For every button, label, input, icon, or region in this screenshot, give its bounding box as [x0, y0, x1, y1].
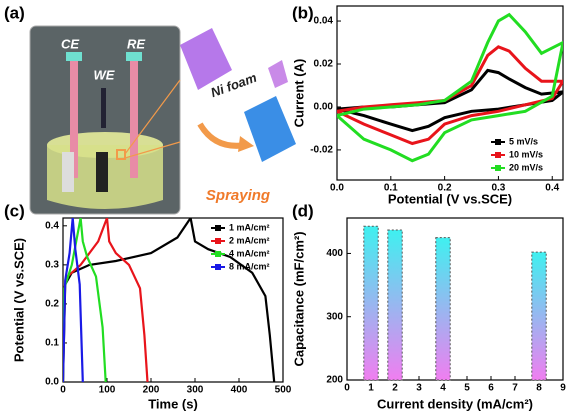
- y-axis-label: Capacitance (mF/cm²): [291, 231, 306, 366]
- panel-label: (d): [292, 201, 314, 220]
- bar: [436, 238, 450, 380]
- x-tick-label: 0: [344, 383, 350, 394]
- legend-marker: [215, 238, 221, 244]
- legend-label: 2 mA/cm²: [229, 235, 270, 245]
- legend-label: 8 mA/cm²: [229, 261, 270, 271]
- foam-coated: [244, 96, 296, 162]
- bar: [532, 252, 546, 380]
- x-tick-label: 8: [536, 383, 542, 394]
- electrode: [96, 152, 108, 192]
- y-tick-label: 200: [326, 375, 343, 386]
- y-tick-label: 0.04: [314, 16, 334, 27]
- y-tick-label: -0.02: [310, 145, 333, 156]
- label: CE: [61, 36, 79, 51]
- y-axis-label: Potential (V vs.SCE): [11, 238, 26, 362]
- x-tick-label: 500: [275, 385, 292, 396]
- electrode-cap: [126, 52, 142, 61]
- series-line: [63, 218, 83, 382]
- bar: [364, 226, 378, 380]
- label: RE: [127, 36, 145, 51]
- panel-label: (c): [4, 201, 25, 220]
- y-tick-label: 0.4: [45, 220, 59, 231]
- foam-small: [268, 60, 288, 88]
- legend-marker: [215, 264, 221, 270]
- x-tick-label: 5: [464, 383, 470, 394]
- legend-marker: [495, 152, 501, 158]
- y-tick-label: 0.3: [45, 259, 59, 270]
- legend-label: 4 mA/cm²: [229, 248, 270, 258]
- figure: (a) CE RE WE Ni foam Spraying (b) 0.0 0.1 0…: [0, 0, 571, 413]
- y-tick-label: 300: [326, 311, 343, 322]
- electrode: [101, 88, 106, 128]
- x-tick-label: 0.4: [545, 183, 559, 194]
- x-tick-label: 4: [440, 383, 446, 394]
- x-axis-label: Time (s): [148, 396, 198, 411]
- x-tick-label: 400: [231, 385, 248, 396]
- y-tick-label: 0.00: [314, 102, 334, 113]
- x-axis-label: Potential (V vs.SCE): [388, 191, 512, 206]
- x-tick-label: 300: [187, 385, 204, 396]
- legend-marker: [215, 251, 221, 257]
- legend-label: 1 mA/cm²: [229, 222, 270, 232]
- electrode: [62, 152, 74, 192]
- legend-label: 20 mV/s: [509, 162, 543, 172]
- x-tick-label: 3: [416, 383, 422, 394]
- arrow: [200, 124, 246, 146]
- x-tick-label: 200: [143, 385, 160, 396]
- y-tick-label: 400: [326, 248, 343, 259]
- electrode-cap: [66, 52, 82, 61]
- x-tick-label: 1: [368, 383, 374, 394]
- x-tick-label: 9: [560, 383, 566, 394]
- y-tick-label: 0.02: [314, 59, 334, 70]
- y-tick-label: 0.1: [45, 338, 59, 349]
- panel-label: (a): [4, 3, 25, 22]
- x-tick-label: 0.0: [330, 183, 344, 194]
- x-axis-label: Current density (mA/cm²): [377, 396, 533, 411]
- panel-label: (b): [292, 3, 314, 22]
- legend-label: 5 mV/s: [509, 136, 538, 146]
- legend-marker: [495, 139, 501, 145]
- electrode: [130, 58, 138, 178]
- x-tick-label: 7: [512, 383, 518, 394]
- y-tick-label: 0.0: [45, 377, 59, 388]
- legend-label: 10 mV/s: [509, 149, 543, 159]
- x-tick-label: 2: [392, 383, 398, 394]
- arrowhead: [238, 136, 254, 152]
- bar: [388, 230, 402, 380]
- x-tick-label: 6: [488, 383, 494, 394]
- x-tick-label: 0: [60, 385, 66, 396]
- y-axis-label: Current (A): [291, 59, 306, 128]
- legend-marker: [495, 165, 501, 171]
- series-line: [63, 218, 106, 382]
- diagram: (a) CE RE WE Ni foam Spraying: [4, 3, 296, 214]
- plot-frame: [347, 218, 563, 380]
- x-tick-label: 100: [99, 385, 116, 396]
- label: Spraying: [206, 187, 270, 204]
- label: WE: [94, 67, 115, 82]
- y-tick-label: 0.2: [45, 299, 59, 310]
- legend-marker: [215, 225, 221, 231]
